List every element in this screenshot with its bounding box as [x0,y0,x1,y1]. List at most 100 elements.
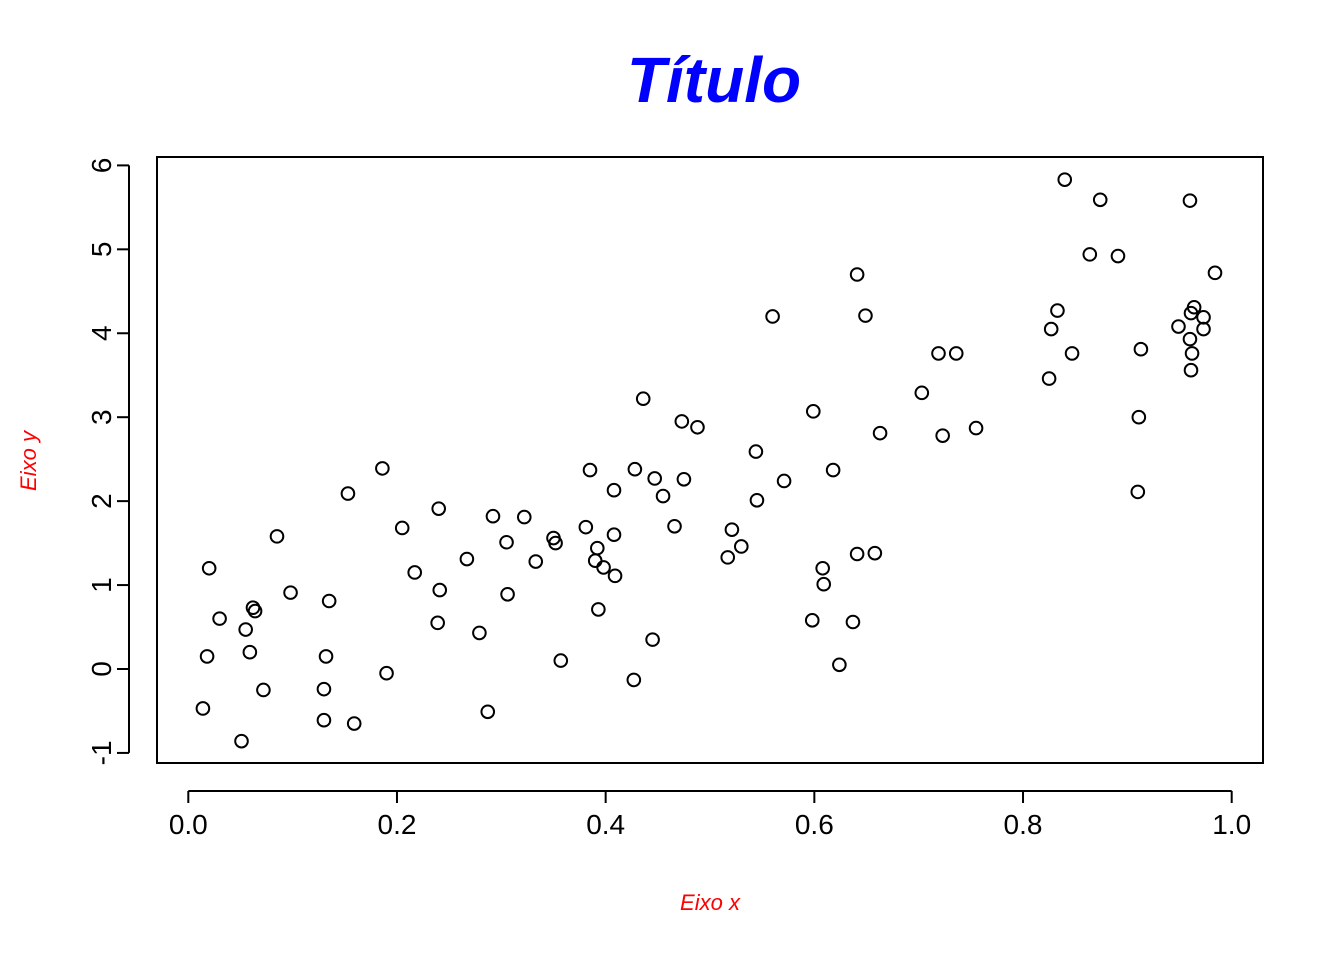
plot-frame [156,156,1264,764]
data-point [1196,321,1211,337]
data-point [346,716,362,731]
data-point [858,308,873,323]
data-point [1092,192,1108,208]
data-point [606,482,622,498]
data-point [596,560,611,575]
data-point [431,501,447,516]
data-point [815,560,830,576]
data-point [318,649,334,664]
data-point [849,546,865,562]
data-point [485,508,501,524]
data-point [1064,346,1080,361]
data-point [627,461,643,477]
y-tick-label: -1 [86,740,117,765]
data-point [832,657,847,673]
x-tick-label: 0.4 [586,809,625,840]
data-point [1131,409,1147,425]
data-point [804,613,820,628]
data-point [234,733,249,749]
data-point [690,419,705,435]
data-point [247,603,263,619]
data-point [238,622,253,637]
data-point [849,267,865,282]
data-point [635,391,651,407]
data-point [430,615,445,631]
y-tick-label: 1 [86,577,117,593]
data-point [548,535,563,551]
data-point [647,471,663,486]
data-point [480,704,496,720]
data-point [674,414,690,429]
data-point [607,568,623,584]
data-point [582,462,598,478]
data-point [316,681,332,697]
x-tick-label: 0.2 [378,809,417,840]
data-point [1133,341,1149,357]
x-tick-label: 0.8 [1004,809,1043,840]
data-point [845,614,861,630]
data-point [867,545,883,561]
data-point [1130,484,1146,500]
data-point [379,665,394,681]
data-point [375,461,390,476]
data-point [283,585,298,600]
y-tick-label: 5 [86,242,117,258]
data-point [1110,248,1126,264]
data-point [816,576,832,592]
y-tick-label: 6 [86,158,117,174]
data-point [256,682,271,698]
data-point [645,632,660,647]
data-point [459,551,475,567]
data-point [805,404,821,419]
data-point [1207,265,1223,281]
data-point [914,385,930,401]
data-point [968,420,984,436]
data-point [195,701,211,716]
data-point [1050,303,1065,318]
data-point [724,522,740,537]
x-tick-label: 0.0 [169,809,208,840]
data-point [825,462,841,478]
data-point [1043,321,1059,337]
data-point [201,560,217,576]
data-point [553,653,569,668]
data-point [472,625,487,641]
data-point [606,527,622,543]
y-axis: -1 0 1 2 3 4 5 6 [86,158,130,765]
data-point [948,346,964,361]
data-point [407,565,423,580]
y-tick-label: 3 [86,409,117,425]
data-point [1182,331,1198,347]
data-point [655,488,671,504]
data-point [872,425,888,441]
x-tick-label: 1.0 [1212,809,1251,840]
data-point [748,444,764,459]
data-point [316,712,332,728]
x-axis-label: Eixo x [680,890,741,915]
y-tick-label: 4 [86,325,117,341]
data-point [776,473,792,489]
data-point [1184,346,1200,361]
data-point [528,554,544,569]
data-point [676,472,692,487]
y-axis-label: Eixo y [16,429,41,491]
x-tick-label: 0.6 [795,809,834,840]
data-point [1171,319,1186,334]
data-point [321,593,337,609]
data-point [720,550,736,565]
x-axis: 0.0 0.2 0.4 0.6 0.8 1.0 [169,790,1251,840]
y-tick-label: 0 [86,661,117,677]
data-point [590,540,605,556]
data-point [1186,299,1202,315]
data-point [1041,371,1057,386]
chart-title: Título [627,44,801,116]
data-point [242,644,258,660]
data-point [1057,172,1073,187]
data-point [516,509,532,525]
data-point [1182,193,1198,208]
data-point [212,611,227,626]
data-point [734,539,749,554]
data-point [667,519,682,534]
